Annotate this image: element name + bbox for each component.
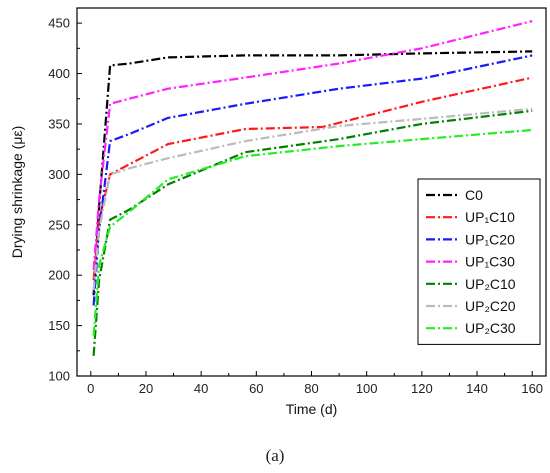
x-tick-label-1: 20 xyxy=(139,381,153,396)
legend-label-2: UP₁C20 xyxy=(465,231,515,247)
x-tick-label-8: 160 xyxy=(521,381,543,396)
legend-label-0: C0 xyxy=(465,187,483,203)
y-tick-label-5: 350 xyxy=(48,116,70,131)
series-line-4 xyxy=(92,109,533,356)
legend: C0 UP₁C10 UP₁C20 UP₁C30 UP₂C10 UP₂C20 UP₂C30 xyxy=(417,178,541,345)
x-tick-label-0: 0 xyxy=(87,381,94,396)
legend-label-1: UP₁C10 xyxy=(465,209,515,225)
series-line-1 xyxy=(92,76,533,281)
x-tick-label-4: 80 xyxy=(304,381,318,396)
x-axis-title: Time (d) xyxy=(286,401,338,417)
x-tick-label-3: 60 xyxy=(249,381,263,396)
y-tick-label-0: 100 xyxy=(48,369,70,384)
legend-label-6: UP₂C30 xyxy=(465,320,516,336)
drying-shrinkage-chart: 0 20 40 60 80 100 120 140 160 100 150 200 250 300 350 4… xyxy=(9,7,547,417)
series-line-6 xyxy=(92,128,533,336)
y-tick-label-1: 150 xyxy=(48,318,70,333)
series-layer xyxy=(92,20,533,356)
series-line-3 xyxy=(92,20,533,271)
figure-caption: (a) xyxy=(265,446,285,465)
series-line-5 xyxy=(92,107,533,291)
legend-label-3: UP₁C30 xyxy=(465,254,515,270)
x-tick-label-6: 120 xyxy=(411,381,433,396)
series-line-2 xyxy=(92,54,533,306)
y-tick-label-7: 450 xyxy=(48,16,70,31)
y-axis-title: Drying shrinkage (με) xyxy=(9,126,25,259)
x-tick-label-5: 100 xyxy=(356,381,378,396)
y-tick-label-3: 250 xyxy=(48,217,70,232)
axis-layer: 0 20 40 60 80 100 120 140 160 100 150 200 250 300 350 4… xyxy=(48,16,543,396)
x-tick-label-2: 40 xyxy=(194,381,208,396)
legend-label-5: UP₂C20 xyxy=(465,298,516,314)
y-tick-label-2: 200 xyxy=(48,268,70,283)
y-tick-label-4: 300 xyxy=(48,167,70,182)
y-tick-label-6: 400 xyxy=(48,66,70,81)
legend-label-4: UP₂C10 xyxy=(465,276,516,292)
x-tick-label-7: 140 xyxy=(466,381,488,396)
